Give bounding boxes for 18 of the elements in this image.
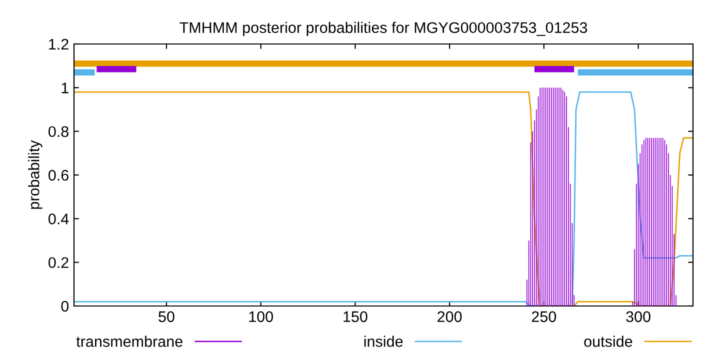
y-tick-label: 0.8 [48, 126, 68, 138]
chart-title: TMHMM posterior probabilities for MGYG000003753_01253 [180, 22, 588, 36]
y-axis-title: probability [28, 140, 42, 209]
x-tick-label: 50 [158, 311, 174, 322]
y-tick-label: 1.2 [49, 38, 68, 50]
x-tick-label: 150 [344, 311, 368, 322]
legend-label: inside [364, 336, 403, 347]
y-tick-label: 0 [61, 300, 69, 312]
y-tick-label: 0.6 [48, 170, 68, 181]
y-tick-label: 1 [62, 82, 68, 94]
x-tick-label: 200 [438, 311, 462, 322]
x-tick-label: 100 [249, 311, 273, 322]
x-tick-label: 250 [532, 311, 556, 322]
x-tick-label: 300 [626, 311, 650, 322]
legend-label: outside [584, 336, 632, 347]
y-tick-label: 0.4 [48, 214, 69, 224]
legend-label: transmembrane [76, 336, 182, 347]
y-tick-label: 0.2 [48, 257, 68, 268]
